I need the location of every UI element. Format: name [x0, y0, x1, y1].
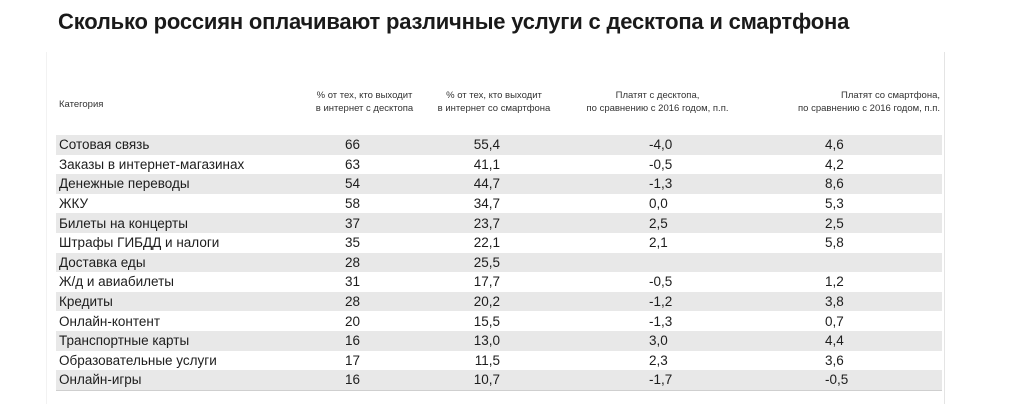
table-row: Онлайн-игры 16 10,7 -1,7 -0,5 — [56, 370, 942, 391]
desktop-change-cell: 2,3 — [561, 350, 746, 371]
smartphone-change-cell: 4,6 — [746, 131, 942, 155]
table-row: Билеты на концерты 37 23,7 2,5 2,5 — [56, 213, 942, 233]
data-table: Категория % от тех, кто выходит в интерн… — [56, 90, 942, 391]
smartphone-change-cell: 2,5 — [746, 213, 942, 233]
desktop-change-cell: -1,7 — [561, 370, 746, 391]
desktop-change-cell: -1,3 — [561, 174, 746, 194]
desktop-change-cell: 2,5 — [561, 213, 746, 233]
table-row: Образовательные услуги 17 11,5 2,3 3,6 — [56, 350, 942, 371]
category-cell: Ж/д и авиабилеты — [56, 272, 274, 292]
desktop-change-cell: 2,1 — [561, 232, 746, 253]
column-header-line: Платят со смартфона, — [841, 90, 940, 101]
desktop-share-cell: 31 — [274, 272, 415, 292]
desktop-share-cell: 16 — [274, 330, 415, 351]
smartphone-change-cell: 4,4 — [746, 330, 942, 351]
column-header-desktop-change: Платят с десктопа, по сравнению с 2016 г… — [561, 90, 746, 134]
table-row: Ж/д и авиабилеты 31 17,7 -0,5 1,2 — [56, 272, 942, 292]
table-row: Онлайн-контент 20 15,5 -1,3 0,7 — [56, 311, 942, 331]
column-header-category: Категория — [56, 90, 274, 134]
table-row: Денежные переводы 54 44,7 -1,3 8,6 — [56, 174, 942, 194]
column-header-line: Категория — [59, 99, 104, 110]
smartphone-share-cell: 55,4 — [415, 131, 561, 155]
desktop-change-cell: -1,3 — [561, 311, 746, 331]
smartphone-share-cell: 34,7 — [415, 193, 561, 214]
smartphone-share-cell: 44,7 — [415, 174, 561, 194]
desktop-change-cell: 3,0 — [561, 330, 746, 351]
desktop-change-cell: -0,5 — [561, 154, 746, 175]
category-cell: Билеты на концерты — [56, 213, 274, 233]
table-row: Кредиты 28 20,2 -1,2 3,8 — [56, 291, 942, 312]
smartphone-share-cell: 10,7 — [415, 370, 561, 391]
smartphone-change-cell: 8,6 — [746, 174, 942, 194]
category-cell: Денежные переводы — [56, 174, 274, 194]
smartphone-share-cell: 11,5 — [415, 350, 561, 371]
column-header-desktop-share: % от тех, кто выходит в интернет с дескт… — [274, 90, 415, 134]
category-cell: Сотовая связь — [56, 131, 274, 155]
smartphone-change-cell: 1,2 — [746, 272, 942, 292]
desktop-share-cell: 28 — [274, 291, 415, 312]
table-row: Заказы в интернет-магазинах 63 41,1 -0,5 4,2 — [56, 154, 942, 175]
desktop-share-cell: 17 — [274, 350, 415, 371]
desktop-change-cell: -4,0 — [561, 131, 746, 155]
smartphone-share-cell: 25,5 — [415, 252, 561, 273]
desktop-change-cell: -1,2 — [561, 291, 746, 312]
column-header-line: % от тех, кто выходит — [446, 90, 542, 101]
column-header-line: в интернет со смартфона — [437, 102, 551, 114]
desktop-share-cell: 35 — [274, 232, 415, 253]
category-cell: Транспортные карты — [56, 330, 274, 351]
category-cell: Онлайн-контент — [56, 311, 274, 331]
smartphone-change-cell: 4,2 — [746, 154, 942, 175]
desktop-change-cell — [561, 252, 746, 273]
smartphone-share-cell: 13,0 — [415, 330, 561, 351]
desktop-change-cell: -0,5 — [561, 272, 746, 292]
header-row: Категория % от тех, кто выходит в интерн… — [56, 90, 942, 134]
column-header-line: по сравнению с 2016 годом, п.п. — [798, 102, 940, 114]
category-cell: ЖКУ — [56, 193, 274, 214]
desktop-share-cell: 66 — [274, 131, 415, 155]
table-row: Штрафы ГИБДД и налоги 35 22,1 2,1 5,8 — [56, 232, 942, 253]
smartphone-change-cell: 3,6 — [746, 350, 942, 371]
chart-title: Сколько россиян оплачивают различные усл… — [58, 9, 850, 34]
smartphone-share-cell: 15,5 — [415, 311, 561, 331]
column-header-line: в интернет с десктопа — [315, 102, 414, 114]
desktop-share-cell: 16 — [274, 370, 415, 391]
desktop-share-cell: 54 — [274, 174, 415, 194]
category-cell: Доставка еды — [56, 252, 274, 273]
desktop-change-cell: 0,0 — [561, 193, 746, 214]
desktop-share-cell: 20 — [274, 311, 415, 331]
category-cell: Образовательные услуги — [56, 350, 274, 371]
desktop-share-cell: 37 — [274, 213, 415, 233]
column-header-smartphone-share: % от тех, кто выходит в интернет со смар… — [415, 90, 561, 134]
smartphone-change-cell: 0,7 — [746, 311, 942, 331]
table-row: Сотовая связь 66 55,4 -4,0 4,6 — [56, 131, 942, 155]
smartphone-change-cell: 3,8 — [746, 291, 942, 312]
smartphone-share-cell: 22,1 — [415, 232, 561, 253]
smartphone-share-cell: 23,7 — [415, 213, 561, 233]
category-cell: Заказы в интернет-магазинах — [56, 154, 274, 175]
table-row: ЖКУ 58 34,7 0,0 5,3 — [56, 193, 942, 214]
smartphone-change-cell: 5,3 — [746, 193, 942, 214]
column-header-line: Платят с десктопа, — [615, 90, 700, 101]
smartphone-change-cell — [746, 252, 942, 273]
table-body: Сотовая связь 66 55,4 -4,0 4,6 Заказы в интер… — [56, 131, 942, 391]
column-header-line: по сравнению с 2016 годом, п.п. — [586, 102, 729, 114]
table-row: Доставка еды 28 25,5 — [56, 252, 942, 273]
page-frame — [46, 52, 945, 404]
table-row: Транспортные карты 16 13,0 3,0 4,4 — [56, 330, 942, 351]
smartphone-change-cell: -0,5 — [746, 370, 942, 391]
desktop-share-cell: 28 — [274, 252, 415, 273]
desktop-share-cell: 58 — [274, 193, 415, 214]
category-cell: Онлайн-игры — [56, 370, 274, 391]
smartphone-share-cell: 41,1 — [415, 154, 561, 175]
smartphone-share-cell: 17,7 — [415, 272, 561, 292]
desktop-share-cell: 63 — [274, 154, 415, 175]
category-cell: Штрафы ГИБДД и налоги — [56, 232, 274, 253]
column-header-line: % от тех, кто выходит — [316, 90, 413, 101]
column-header-smartphone-change: Платят со смартфона, по сравнению с 2016… — [746, 90, 942, 134]
smartphone-change-cell: 5,8 — [746, 232, 942, 253]
smartphone-share-cell: 20,2 — [415, 291, 561, 312]
category-cell: Кредиты — [56, 291, 274, 312]
